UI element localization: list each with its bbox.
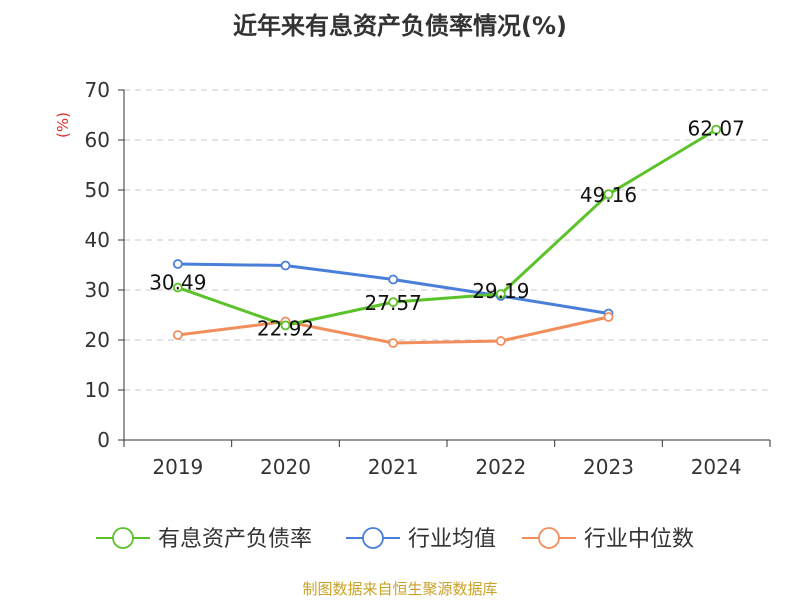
- data-point: [280, 260, 291, 271]
- legend-label: 有息资产负债率: [158, 527, 312, 552]
- x-tick-label: 2023: [583, 455, 634, 479]
- legend-marker: [112, 527, 134, 549]
- data-point: [388, 297, 399, 308]
- y-tick-label: 20: [85, 328, 110, 352]
- data-point: [603, 189, 614, 200]
- y-tick-label: 10: [85, 378, 110, 402]
- x-tick-label: 2024: [691, 455, 742, 479]
- data-point: [280, 320, 291, 331]
- legend-item: 行业中位数: [522, 527, 694, 552]
- data-labels: 30.49 22.92 27.57 29.19 49.16 62.07: [149, 117, 745, 341]
- source-note: 制图数据来自恒生聚源数据库: [302, 580, 498, 598]
- x-tick-label: 2021: [368, 455, 419, 479]
- legend-label: 行业中位数: [584, 527, 694, 552]
- y-tick-label: 0: [97, 428, 110, 452]
- data-point: [711, 124, 722, 135]
- data-label: 29.19: [472, 279, 529, 303]
- series-group: [172, 124, 722, 348]
- data-point: [172, 330, 183, 340]
- chart-title: 近年来有息资产负债率情况(%): [233, 12, 567, 40]
- data-point: [388, 274, 399, 285]
- data-label: 30.49: [149, 271, 206, 295]
- x-tick-label: 2022: [475, 455, 526, 479]
- x-tick-label: 2019: [152, 455, 203, 479]
- legend: 有息资产负债率 行业均值 行业中位数: [96, 527, 694, 552]
- y-tick-label: 60: [85, 128, 110, 152]
- data-point: [388, 338, 399, 348]
- data-point: [603, 312, 614, 322]
- y-tick-label: 70: [85, 78, 110, 102]
- data-point: [172, 282, 183, 293]
- data-label: 22.92: [257, 316, 314, 340]
- legend-item: 有息资产负债率: [96, 527, 312, 552]
- y-tick-label: 40: [85, 228, 110, 252]
- legend-label: 行业均值: [408, 527, 496, 552]
- axes: 0 10 20 30 40 50 60 70 2019 2020 2021 2022 2023 2024: [85, 78, 771, 479]
- y-tick-label: 30: [85, 278, 110, 302]
- legend-item: 行业均值: [346, 527, 496, 552]
- series-line: [177, 128, 717, 327]
- y-axis-label: (%): [54, 112, 72, 138]
- data-point: [495, 289, 506, 299]
- legend-marker: [538, 527, 560, 549]
- y-tick-label: 50: [85, 178, 110, 202]
- legend-marker: [362, 527, 384, 549]
- grid-lines: [124, 89, 770, 391]
- x-tick-label: 2020: [260, 455, 311, 479]
- data-point: [172, 259, 183, 269]
- data-label: 27.57: [365, 291, 422, 315]
- data-point: [495, 336, 506, 346]
- data-label: 49.16: [580, 183, 637, 207]
- data-label: 62.07: [688, 117, 745, 141]
